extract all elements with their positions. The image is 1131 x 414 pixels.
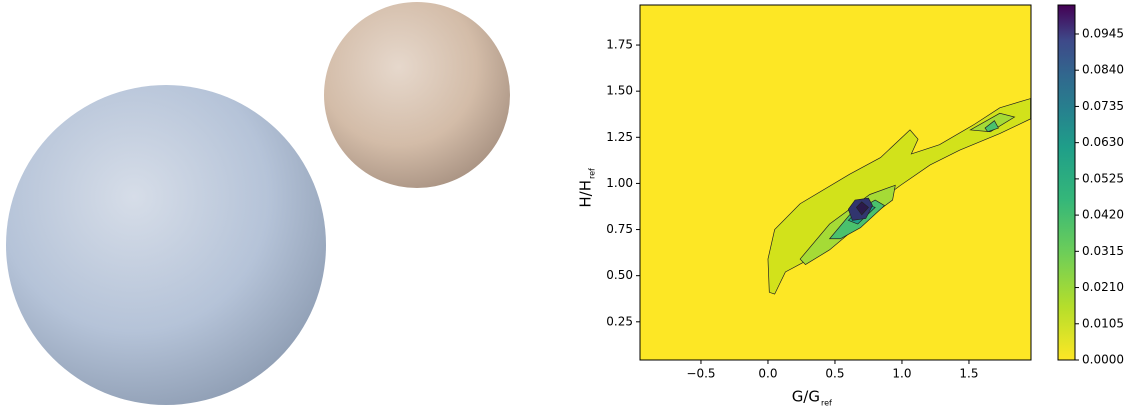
y-tick-label: 0.25 (606, 314, 633, 328)
colorbar-tick-label: 0.0525 (1082, 171, 1124, 185)
colorbar-tick-label: 0.0000 (1082, 353, 1124, 367)
colorbar-tick-label: 0.0420 (1082, 208, 1124, 222)
colorbar (1057, 4, 1076, 361)
y-axis-label-sub: ref (588, 168, 597, 179)
y-axis-label: H/H (577, 180, 595, 208)
y-tick-label: 1.25 (606, 130, 633, 144)
colorbar-tick-label: 0.0735 (1082, 99, 1124, 113)
colorbar-tick-label: 0.0945 (1082, 26, 1124, 40)
y-tick-label: 1.50 (606, 84, 633, 98)
colorbar-tick-label: 0.0210 (1082, 280, 1124, 294)
contour-region (984, 120, 999, 133)
x-tick-label: 1.0 (892, 367, 911, 381)
x-axis-label: G/G (792, 388, 820, 406)
contour-layer (767, 98, 1031, 295)
x-axis-label-sub: ref (821, 399, 832, 408)
colorbar-tick-label: 0.0315 (1082, 244, 1124, 258)
y-tick-label: 1.75 (606, 38, 633, 52)
colorbar-tick-label: 0.0105 (1082, 316, 1124, 330)
x-tick-label: 0.0 (758, 367, 777, 381)
y-tick-label: 0.50 (606, 268, 633, 282)
sphere-large (6, 85, 326, 405)
contour-region (855, 201, 869, 216)
y-tick-label: 0.75 (606, 222, 633, 236)
x-tick-label: 0.5 (825, 367, 844, 381)
x-tick-label: −0.5 (686, 367, 715, 381)
x-tick-label: 1.5 (959, 367, 978, 381)
colorbar-tick-label: 0.0840 (1082, 63, 1124, 77)
y-axis-label-group: H/H ref (577, 168, 597, 208)
y-tick-label: 1.00 (606, 176, 633, 190)
sphere-small (324, 2, 510, 188)
colorbar-tick-label: 0.0630 (1082, 135, 1124, 149)
axes-frame (639, 4, 1032, 361)
